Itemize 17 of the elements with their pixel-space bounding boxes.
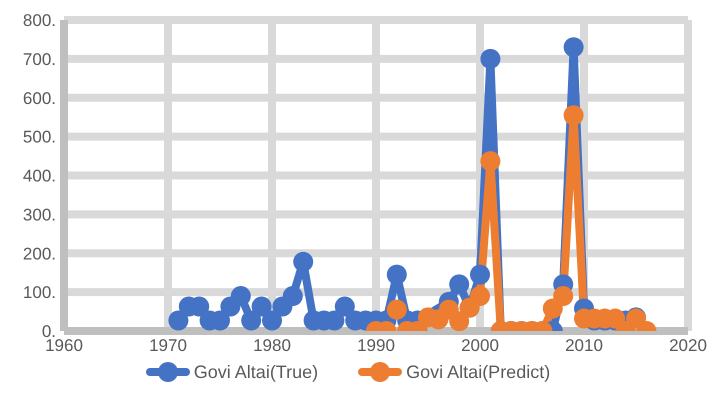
x-tick-label: 1970 [149, 336, 187, 356]
x-tick-label: 2010 [565, 336, 603, 356]
x-tick-label: 1990 [357, 336, 395, 356]
x-tick-label: 1960 [45, 336, 83, 356]
y-tick-label: 400. [22, 166, 56, 186]
y-tick-label: 500. [22, 128, 56, 147]
x-tick-label: 2000 [461, 336, 499, 356]
y-tick-label: 800. [22, 11, 56, 30]
y-tick-label: 100. [22, 283, 56, 302]
y-tick-label: 200. [22, 244, 56, 264]
x-tick-label: 2020 [669, 336, 707, 356]
legend-label: Govi Altai(True) [194, 362, 318, 382]
y-tick-label: 700. [22, 50, 56, 69]
x-tick-label: 1980 [253, 336, 291, 356]
legend-label: Govi Altai(Predict) [406, 362, 550, 382]
y-tick-label: 600. [22, 88, 56, 108]
y-tick-label: 300. [22, 205, 56, 224]
